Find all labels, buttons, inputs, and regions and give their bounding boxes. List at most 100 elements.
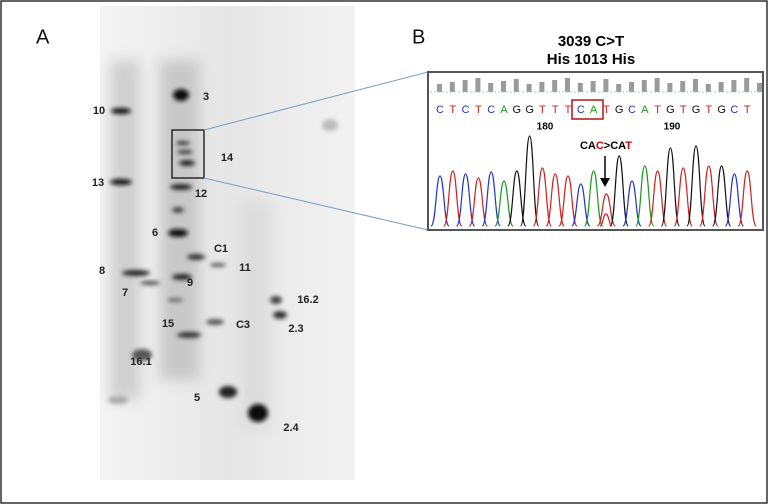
base-letter: T xyxy=(539,104,546,116)
band-label: 8 xyxy=(99,265,105,277)
band-label: 12 xyxy=(195,188,207,200)
gel-spot xyxy=(170,184,192,190)
trace-peak xyxy=(494,180,514,227)
quality-bar xyxy=(437,84,442,92)
quality-bar xyxy=(667,83,673,92)
band-label: 11 xyxy=(239,262,251,274)
gel-spot xyxy=(172,207,184,213)
base-letter: C xyxy=(487,104,495,116)
quality-bar xyxy=(718,82,724,92)
gel-spot xyxy=(187,254,205,260)
trace-peak xyxy=(622,180,642,227)
gel-spot xyxy=(177,150,193,154)
quality-bar xyxy=(616,84,622,92)
gel-spot xyxy=(210,263,226,267)
base-letter: G xyxy=(692,104,701,116)
gel-spot xyxy=(248,404,268,422)
base-letter: C xyxy=(462,104,470,116)
base-letter: G xyxy=(513,104,522,116)
band-label: 5 xyxy=(194,392,200,404)
gel-spot xyxy=(322,119,338,131)
base-letter: G xyxy=(525,104,534,116)
band-label: C1 xyxy=(214,243,228,255)
quality-bar xyxy=(590,81,596,92)
quality-bar xyxy=(526,84,532,92)
quality-bar xyxy=(680,81,686,92)
trace-peak xyxy=(635,165,655,227)
base-letter: T xyxy=(705,104,712,116)
arrow-head xyxy=(600,178,610,187)
gel-spot xyxy=(122,270,150,276)
quality-bar xyxy=(629,82,634,92)
quality-bar xyxy=(501,81,506,92)
trace-peak xyxy=(545,173,565,227)
zoom-line xyxy=(203,177,429,231)
trace-peak xyxy=(712,165,732,227)
quality-bar xyxy=(513,79,519,92)
gel-background xyxy=(100,6,355,480)
trace-peak xyxy=(648,170,668,227)
panel-label: B xyxy=(412,26,425,48)
trace-peak xyxy=(737,170,757,227)
annot-part: CA xyxy=(580,140,596,152)
quality-bar xyxy=(577,83,583,92)
base-letter: T xyxy=(603,104,610,116)
gel-spot xyxy=(219,386,237,398)
annot-part: T xyxy=(625,140,632,152)
gel-spot xyxy=(108,396,128,404)
quality-bar xyxy=(475,78,481,92)
gel-smears xyxy=(110,60,270,430)
quality-bar xyxy=(757,83,762,92)
gel-spot xyxy=(172,274,192,280)
trace-peak xyxy=(599,213,613,227)
gel-spots xyxy=(108,89,338,422)
trace-peak xyxy=(699,165,719,227)
base-letter: T xyxy=(680,104,687,116)
base-letter: G xyxy=(615,104,624,116)
trace-peak xyxy=(532,167,552,227)
panel-label: A xyxy=(36,26,50,48)
trace-peak xyxy=(660,147,680,227)
trace-peak xyxy=(456,173,476,227)
trace-peak xyxy=(481,171,501,227)
quality-bar xyxy=(565,78,570,92)
gel-spot xyxy=(177,332,201,338)
gel-spot xyxy=(110,179,132,185)
trace-peak xyxy=(571,183,591,227)
base-letter: A xyxy=(500,104,508,116)
quality-bar xyxy=(654,78,660,92)
gel-spot xyxy=(168,229,188,237)
trace-peak xyxy=(584,170,604,227)
base-letter: C xyxy=(436,104,444,116)
band-label: 15 xyxy=(162,318,174,330)
gel-spot xyxy=(167,298,183,302)
quality-bar xyxy=(462,80,468,92)
quality-bar xyxy=(705,84,711,92)
gel-spot xyxy=(176,141,190,145)
base-letter: G xyxy=(666,104,675,116)
quality-bar xyxy=(641,80,647,92)
trace-peak xyxy=(443,170,463,227)
band-label: 2.4 xyxy=(283,422,299,434)
base-letter: G xyxy=(717,104,726,116)
position-label: 180 xyxy=(537,122,554,133)
base-letter: T xyxy=(475,104,482,116)
gel-spot xyxy=(173,89,189,101)
base-letter: T xyxy=(565,104,572,116)
trace-peak xyxy=(609,155,629,227)
zoom-line xyxy=(203,71,429,131)
quality-bar xyxy=(552,80,558,92)
annot-part: >CA xyxy=(604,140,626,152)
band-label: 16.1 xyxy=(130,356,151,368)
base-letter: C xyxy=(628,104,636,116)
trace-peak xyxy=(686,145,706,227)
trace-peak xyxy=(673,167,693,227)
base-letter: T xyxy=(744,104,751,116)
gel-spot xyxy=(273,311,287,319)
band-label: 6 xyxy=(152,227,158,239)
trace-peak xyxy=(468,177,488,227)
trace-peak xyxy=(507,170,527,227)
band-label: 7 xyxy=(122,287,128,299)
